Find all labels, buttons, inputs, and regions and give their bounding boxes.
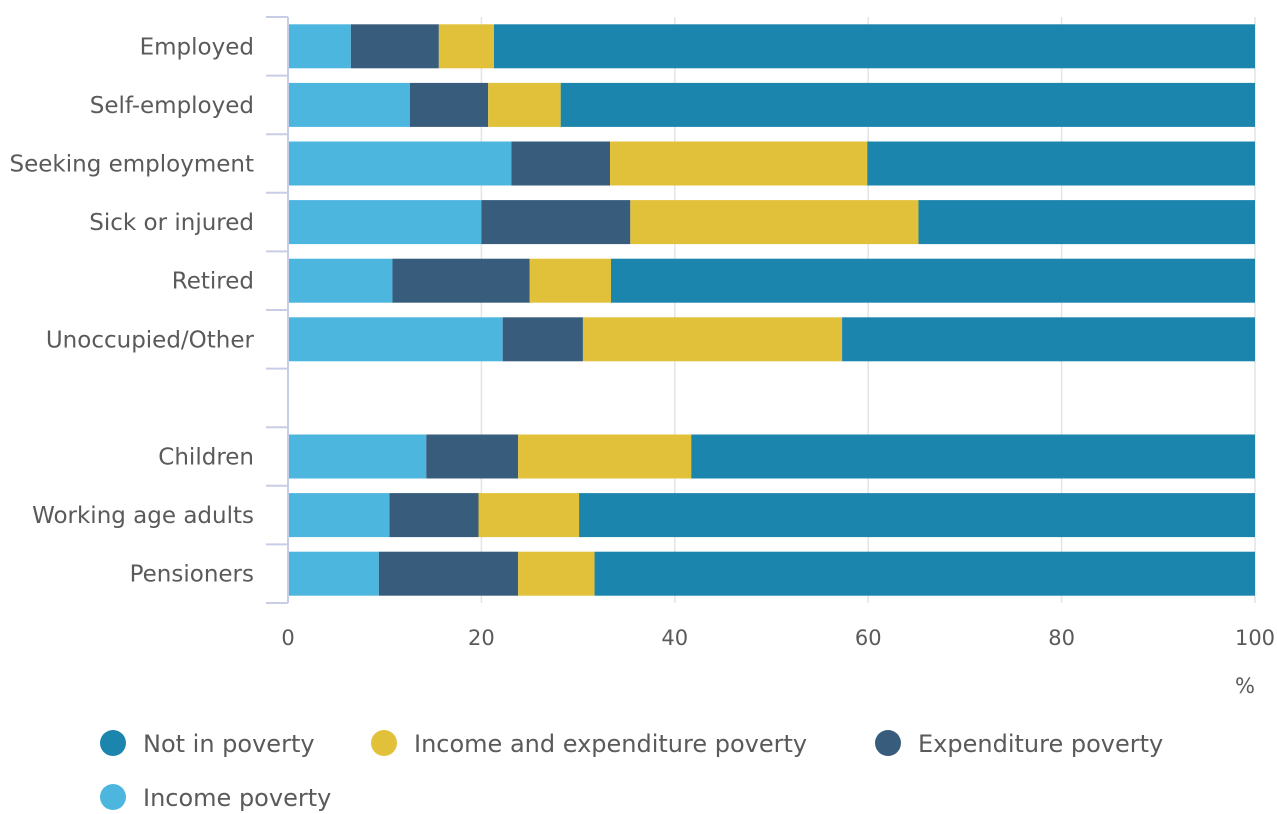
category-label: Working age adults xyxy=(32,503,254,529)
legend-item-label: Not in poverty xyxy=(143,730,315,758)
bar-segment xyxy=(630,200,919,245)
bar-segment xyxy=(488,82,561,127)
bar-segment xyxy=(288,141,512,186)
legend-swatch xyxy=(875,730,901,756)
bar-segment xyxy=(478,493,580,538)
x-axis: % 0 20 40 60 80 100 xyxy=(281,626,1275,698)
bar-segment xyxy=(288,434,427,479)
bar-segment xyxy=(610,258,1255,303)
category-label: Children xyxy=(158,445,254,471)
bar-segment xyxy=(582,317,843,362)
x-tick-label: 60 xyxy=(855,626,882,650)
legend-swatch xyxy=(371,730,397,756)
bar-segment xyxy=(502,317,583,362)
x-tick-label: 0 xyxy=(281,626,294,650)
bar-segment xyxy=(518,434,692,479)
bar-segment xyxy=(389,493,479,538)
x-tick-label: 100 xyxy=(1235,626,1275,650)
legend-item-label: Income poverty xyxy=(143,784,331,812)
y-axis: Employed Self-employed Seeking employment S… xyxy=(10,16,289,604)
bar-segment xyxy=(579,493,1255,538)
bar-segment xyxy=(378,551,519,596)
category-label: Unoccupied/Other xyxy=(46,327,255,353)
category-label: Sick or injured xyxy=(89,210,254,236)
bar-segment xyxy=(288,493,390,538)
bar-segment xyxy=(288,24,351,69)
bar-segment xyxy=(610,141,868,186)
legend-swatch xyxy=(100,730,126,756)
x-tick-label: 20 xyxy=(468,626,495,650)
bar-segment xyxy=(438,24,494,69)
bar-segment xyxy=(350,24,439,69)
bar-segment xyxy=(288,551,379,596)
legend-item-label: Income and expenditure poverty xyxy=(414,730,807,758)
bar-segment xyxy=(518,551,595,596)
bar-segment xyxy=(918,200,1255,245)
bar-segment xyxy=(529,258,611,303)
x-tick-label: 40 xyxy=(661,626,688,650)
bar-segment xyxy=(867,141,1255,186)
bar-segment xyxy=(288,82,410,127)
category-label: Retired xyxy=(172,269,254,295)
bar-segment xyxy=(288,258,393,303)
bar-segment xyxy=(691,434,1255,479)
bar-segment xyxy=(511,141,611,186)
bar-segment xyxy=(426,434,519,479)
legend: Not in poverty Income and expenditure pov… xyxy=(100,730,1163,812)
bar-segment xyxy=(392,258,530,303)
legend-item-label: Expenditure poverty xyxy=(918,730,1163,758)
category-label: Employed xyxy=(140,34,254,60)
bar-segment xyxy=(594,551,1255,596)
bar-segment xyxy=(288,317,503,362)
bars-layer xyxy=(288,24,1255,596)
category-label: Self-employed xyxy=(90,93,254,119)
x-tick-label: 80 xyxy=(1048,626,1075,650)
bar-segment xyxy=(560,82,1255,127)
category-label: Seeking employment xyxy=(10,152,254,178)
legend-swatch xyxy=(100,784,126,810)
bar-segment xyxy=(409,82,489,127)
bar-segment xyxy=(481,200,631,245)
x-unit-label: % xyxy=(1235,674,1255,698)
bar-segment xyxy=(842,317,1255,362)
category-label: Pensioners xyxy=(130,562,254,588)
bar-segment xyxy=(288,200,482,245)
bar-segment xyxy=(493,24,1255,69)
